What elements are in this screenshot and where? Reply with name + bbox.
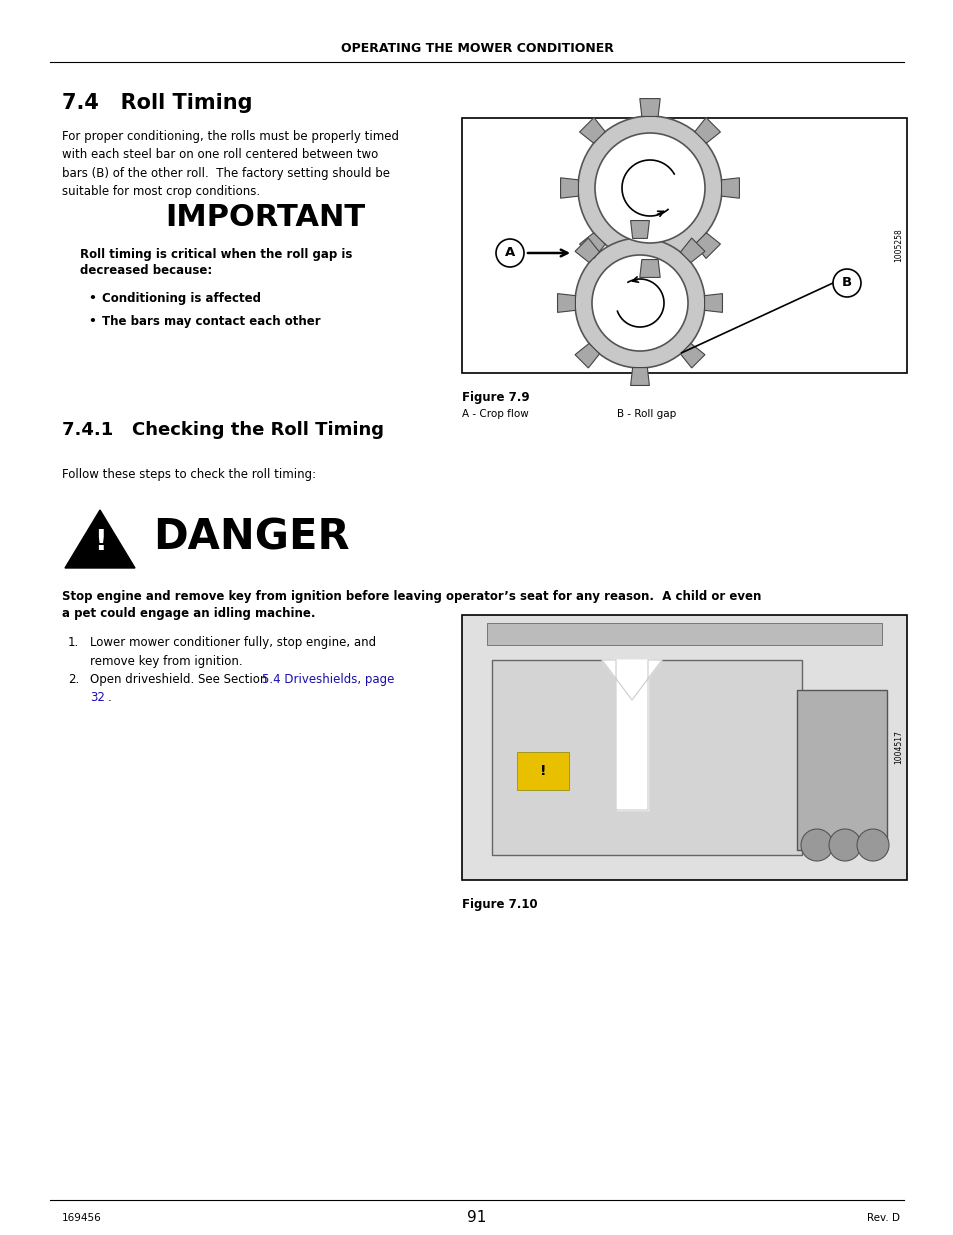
Text: a pet could engage an idling machine.: a pet could engage an idling machine. — [62, 606, 315, 620]
Text: 5.4 Driveshields, page: 5.4 Driveshields, page — [262, 673, 394, 685]
Circle shape — [856, 829, 888, 861]
Bar — [461, 615, 906, 881]
Polygon shape — [557, 294, 575, 312]
Circle shape — [575, 238, 704, 368]
Text: Stop engine and remove key from ignition before leaving operator’s seat for any : Stop engine and remove key from ignition… — [62, 590, 760, 603]
Text: A: A — [504, 247, 515, 259]
Polygon shape — [579, 233, 604, 258]
Polygon shape — [694, 233, 720, 258]
Text: Rev. D: Rev. D — [866, 1213, 899, 1223]
Text: !: ! — [93, 527, 106, 556]
Circle shape — [828, 829, 861, 861]
Circle shape — [832, 269, 861, 296]
Polygon shape — [679, 343, 704, 368]
Circle shape — [595, 133, 704, 243]
Text: •: • — [88, 291, 95, 305]
Polygon shape — [679, 238, 704, 263]
Text: Lower mower conditioner fully, stop engine, and
remove key from ignition.: Lower mower conditioner fully, stop engi… — [90, 636, 375, 667]
Text: The bars may contact each other: The bars may contact each other — [102, 315, 320, 329]
Bar — [492, 659, 801, 855]
Text: Figure 7.10: Figure 7.10 — [461, 898, 537, 911]
Circle shape — [496, 240, 523, 267]
Text: 91: 91 — [467, 1210, 486, 1225]
Polygon shape — [575, 238, 598, 263]
Text: 2.: 2. — [68, 673, 79, 685]
Polygon shape — [639, 259, 659, 278]
Text: •: • — [88, 315, 95, 329]
Text: decreased because:: decreased because: — [80, 264, 212, 277]
Polygon shape — [575, 343, 598, 368]
Polygon shape — [630, 368, 649, 385]
Circle shape — [578, 116, 721, 261]
Text: For proper conditioning, the rolls must be properly timed
with each steel bar on: For proper conditioning, the rolls must … — [62, 130, 398, 199]
Text: 7.4.1   Checking the Roll Timing: 7.4.1 Checking the Roll Timing — [62, 421, 384, 438]
Text: Follow these steps to check the roll timing:: Follow these steps to check the roll tim… — [62, 468, 315, 480]
Text: Open driveshield. See Section: Open driveshield. See Section — [90, 673, 271, 685]
Text: B - Roll gap: B - Roll gap — [617, 409, 676, 419]
Text: 1004517: 1004517 — [894, 731, 902, 764]
Text: Figure 7.9: Figure 7.9 — [461, 391, 529, 404]
Text: 1005258: 1005258 — [894, 228, 902, 262]
Text: DANGER: DANGER — [152, 516, 349, 558]
Bar — [461, 119, 906, 373]
Bar — [796, 690, 886, 850]
Text: A - Crop flow: A - Crop flow — [461, 409, 528, 419]
Circle shape — [801, 829, 832, 861]
Polygon shape — [560, 178, 578, 198]
Text: Roll timing is critical when the roll gap is: Roll timing is critical when the roll ga… — [80, 248, 352, 261]
Bar — [486, 622, 882, 645]
Polygon shape — [630, 221, 649, 238]
Text: OPERATING THE MOWER CONDITIONER: OPERATING THE MOWER CONDITIONER — [340, 42, 613, 54]
Text: IMPORTANT: IMPORTANT — [165, 204, 365, 232]
Polygon shape — [704, 294, 721, 312]
Polygon shape — [720, 178, 739, 198]
Text: 32: 32 — [90, 692, 105, 704]
Text: .: . — [108, 692, 112, 704]
Polygon shape — [694, 117, 720, 143]
Text: Conditioning is affected: Conditioning is affected — [102, 291, 261, 305]
Text: 7.4   Roll Timing: 7.4 Roll Timing — [62, 93, 253, 112]
Polygon shape — [601, 659, 661, 700]
Text: 169456: 169456 — [62, 1213, 102, 1223]
Polygon shape — [639, 99, 659, 116]
Polygon shape — [65, 510, 135, 568]
Text: 1.: 1. — [68, 636, 79, 650]
Text: !: ! — [539, 764, 546, 778]
Bar — [517, 752, 568, 790]
Circle shape — [592, 254, 687, 351]
Text: B: B — [841, 277, 851, 289]
Polygon shape — [579, 117, 604, 143]
